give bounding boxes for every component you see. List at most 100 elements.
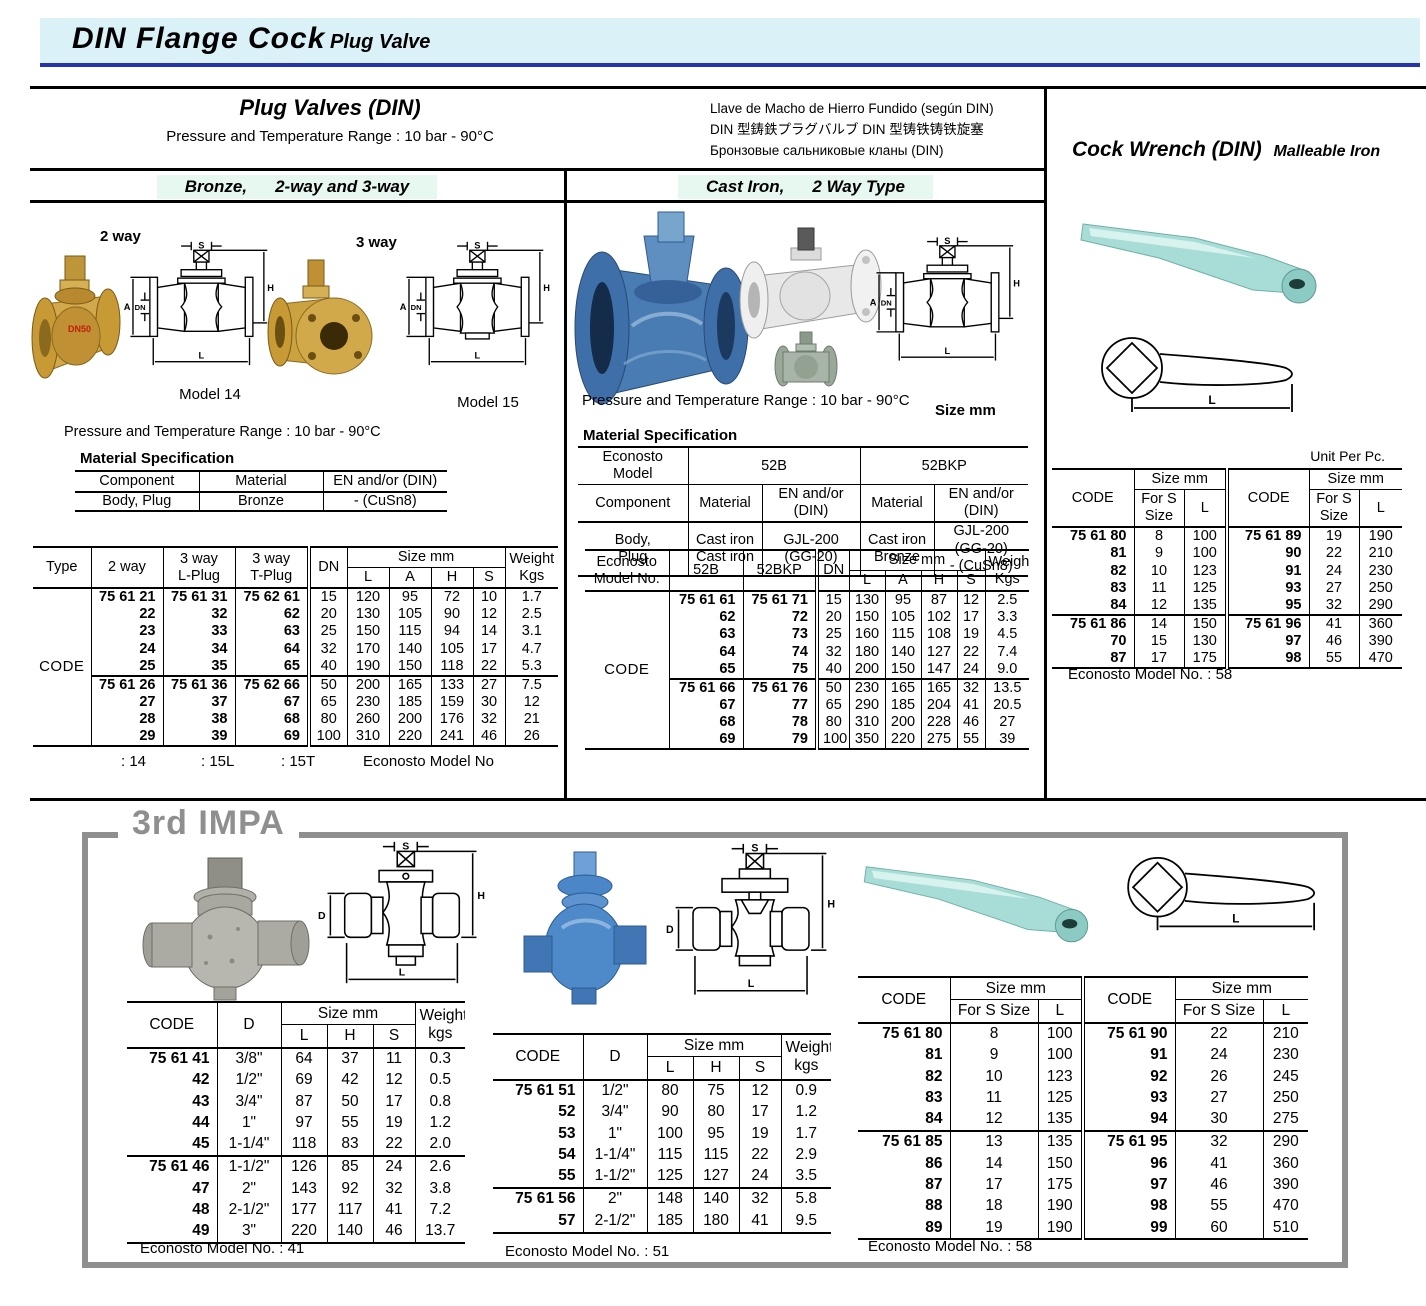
value-cell: 46 [372, 1220, 416, 1244]
value-cell: 46 [956, 713, 986, 732]
value-cell: 2" [582, 1186, 647, 1211]
value-cell: 1-1/2" [582, 1165, 647, 1188]
value-cell: 17 [1133, 650, 1184, 669]
impa-left-diagram: S H D L [318, 840, 485, 984]
table-row: 75 61 80 8 100 75 61 90 22 210 [858, 1022, 1309, 1045]
svg-text:L: L [748, 978, 755, 990]
table-row: 87 17 175 98 55 470 [1052, 650, 1402, 669]
value-cell: 32 [307, 640, 347, 658]
value-cell: 7.2 [414, 1199, 466, 1221]
code-cell: 99 [1081, 1217, 1176, 1240]
table-row: 67 77 65 290 185 204 41 20.5 [585, 696, 1030, 714]
impa-title: 3rd IMPA [118, 804, 299, 843]
rule-under-heading [30, 168, 1045, 171]
value-cell: 150 [1183, 613, 1227, 633]
table-row: 69 79 100 350 220 275 55 39 [585, 731, 1030, 750]
value-cell: 140 [884, 643, 921, 661]
code-cell: 89 [925, 1218, 943, 1236]
value-cell: 250 [1358, 579, 1402, 597]
value-cell: 12 [949, 1108, 1038, 1131]
code-cell: 97 [1081, 1174, 1176, 1196]
code-cell: 90 [1225, 545, 1309, 563]
value-cell: 2.9 [780, 1144, 832, 1166]
code-cell: 75 61 46 [127, 1154, 217, 1179]
value-cell: 230 [848, 677, 885, 697]
table-row: 82 10 123 91 24 230 [1052, 562, 1402, 580]
value-cell: 2.5 [984, 591, 1030, 610]
value-cell: 165 [920, 677, 957, 697]
impa-wrench-photo [863, 866, 1089, 943]
code-cell: 83 [1110, 579, 1127, 596]
value-cell: 12 [504, 693, 559, 711]
code-cell: 81 [1110, 545, 1127, 562]
value-cell: 160 [848, 626, 885, 644]
value-cell: 13 [949, 1129, 1038, 1154]
value-cell: 135 [1183, 596, 1227, 615]
value-cell: 148 [646, 1186, 693, 1211]
value-cell: 41 [1174, 1153, 1264, 1175]
value-cell: 27 [472, 674, 506, 694]
value-cell: 1/2" [216, 1069, 281, 1092]
value-cell: 165 [884, 677, 921, 697]
svg-text:H: H [267, 283, 274, 293]
code-cell: 47 [192, 1179, 210, 1197]
value-cell: 20 [307, 606, 347, 624]
value-cell: 190 [1358, 527, 1402, 546]
table-row: 65 75 40 200 150 147 24 9.0 [585, 660, 1030, 679]
bronze-2way-valve-photo: DN50 [31, 255, 121, 379]
value-cell: 46 [1174, 1174, 1264, 1196]
impa-left-table: CODE D Size mm Weight kgs L H S 75 61 41… [127, 1001, 466, 1245]
svg-text:DN: DN [411, 303, 422, 312]
value-cell: 22 [956, 643, 986, 661]
value-cell: 275 [1262, 1108, 1309, 1131]
table-row: 75 61 26 75 61 36 75 62 66 50 200 165 133 27 7.5 [33, 674, 559, 694]
svg-text:D: D [666, 924, 674, 936]
value-cell: 24 [372, 1154, 416, 1179]
value-cell: 118 [280, 1133, 327, 1156]
bronze-range-text: Pressure and Temperature Range : 10 bar … [64, 424, 381, 440]
impa-middle-diagram: S H D L [666, 843, 835, 995]
value-cell: 1/2" [582, 1079, 647, 1102]
value-cell: 22 [472, 657, 506, 676]
value-cell: 4.7 [504, 640, 559, 658]
value-cell: 0.8 [414, 1091, 466, 1113]
svg-text:A: A [870, 298, 877, 308]
code-cell: 77 [742, 696, 817, 714]
footnote-econosto: Econosto Model No [363, 753, 494, 770]
value-cell: 40 [815, 660, 849, 679]
table-row: 75 61 51 1/2" 80 75 12 0.9 [493, 1079, 832, 1102]
table-row: 57 2-1/2" 185 180 41 9.5 [493, 1210, 832, 1233]
value-cell: 22 [372, 1133, 416, 1156]
value-cell: 135 [1037, 1129, 1084, 1154]
value-cell: 60 [1174, 1217, 1264, 1240]
plug-valves-range: Pressure and Temperature Range : 10 bar … [166, 128, 494, 145]
value-cell: 360 [1358, 613, 1402, 633]
value-cell: 39 [984, 731, 1030, 750]
code-cell: 75 61 80 [882, 1025, 943, 1043]
value-cell: 87 [920, 591, 957, 610]
value-cell: 21 [504, 710, 559, 729]
code-cell: 34 [162, 640, 235, 658]
code-cell: 75 61 26 [90, 674, 163, 694]
value-cell: 125 [646, 1165, 693, 1188]
code-cell: 67 [668, 696, 743, 714]
model-15-diagram: S H A DN L [400, 241, 550, 366]
value-cell: 27 [1174, 1087, 1264, 1109]
value-cell: 13.5 [984, 677, 1030, 697]
value-cell: 0.9 [780, 1079, 832, 1102]
value-cell: 92 [326, 1178, 373, 1200]
value-cell: 105 [430, 640, 473, 658]
bronze-band-label: Bronze, 2-way and 3-way [156, 175, 438, 199]
divider-col2-col3 [1044, 86, 1047, 800]
unit-per-pc-label: Unit Per Pc. [1310, 448, 1385, 464]
table-row: 81 9 100 91 24 230 [858, 1044, 1309, 1067]
code-cell: 84 [1110, 596, 1127, 613]
value-cell: 85 [326, 1154, 373, 1179]
bronze-material-table: Component Material EN and/or (DIN) Body,… [75, 470, 447, 513]
table-row: CODE 75 61 61 75 61 71 15 130 95 87 12 2.5 [585, 591, 1030, 678]
value-cell: 50 [307, 674, 347, 694]
value-cell: 1.7 [780, 1123, 832, 1145]
section-title-plug-valves: Plug Valves (DIN) [239, 95, 421, 120]
code-cell: 28 [90, 710, 163, 729]
